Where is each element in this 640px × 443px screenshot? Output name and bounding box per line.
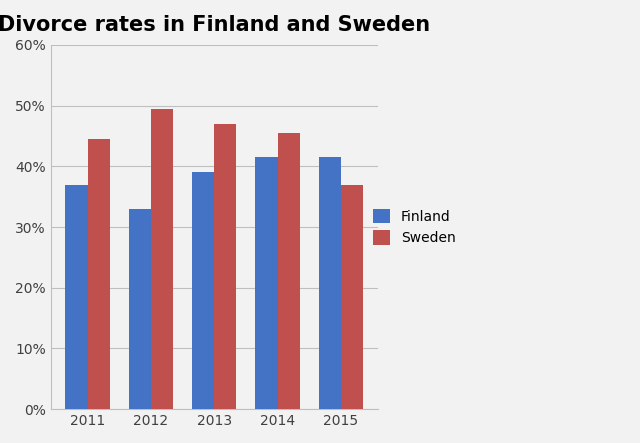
Bar [65,185,88,409]
Bar [129,209,151,409]
Bar [278,133,300,409]
Bar [214,124,236,409]
Bar [255,157,278,409]
Bar [319,157,341,409]
Bar [341,185,363,409]
Bar [151,109,173,409]
Title: Divorce rates in Finland and Sweden: Divorce rates in Finland and Sweden [0,15,430,35]
Legend: Finland, Sweden: Finland, Sweden [366,202,463,252]
Bar [88,139,110,409]
Bar [192,172,214,409]
